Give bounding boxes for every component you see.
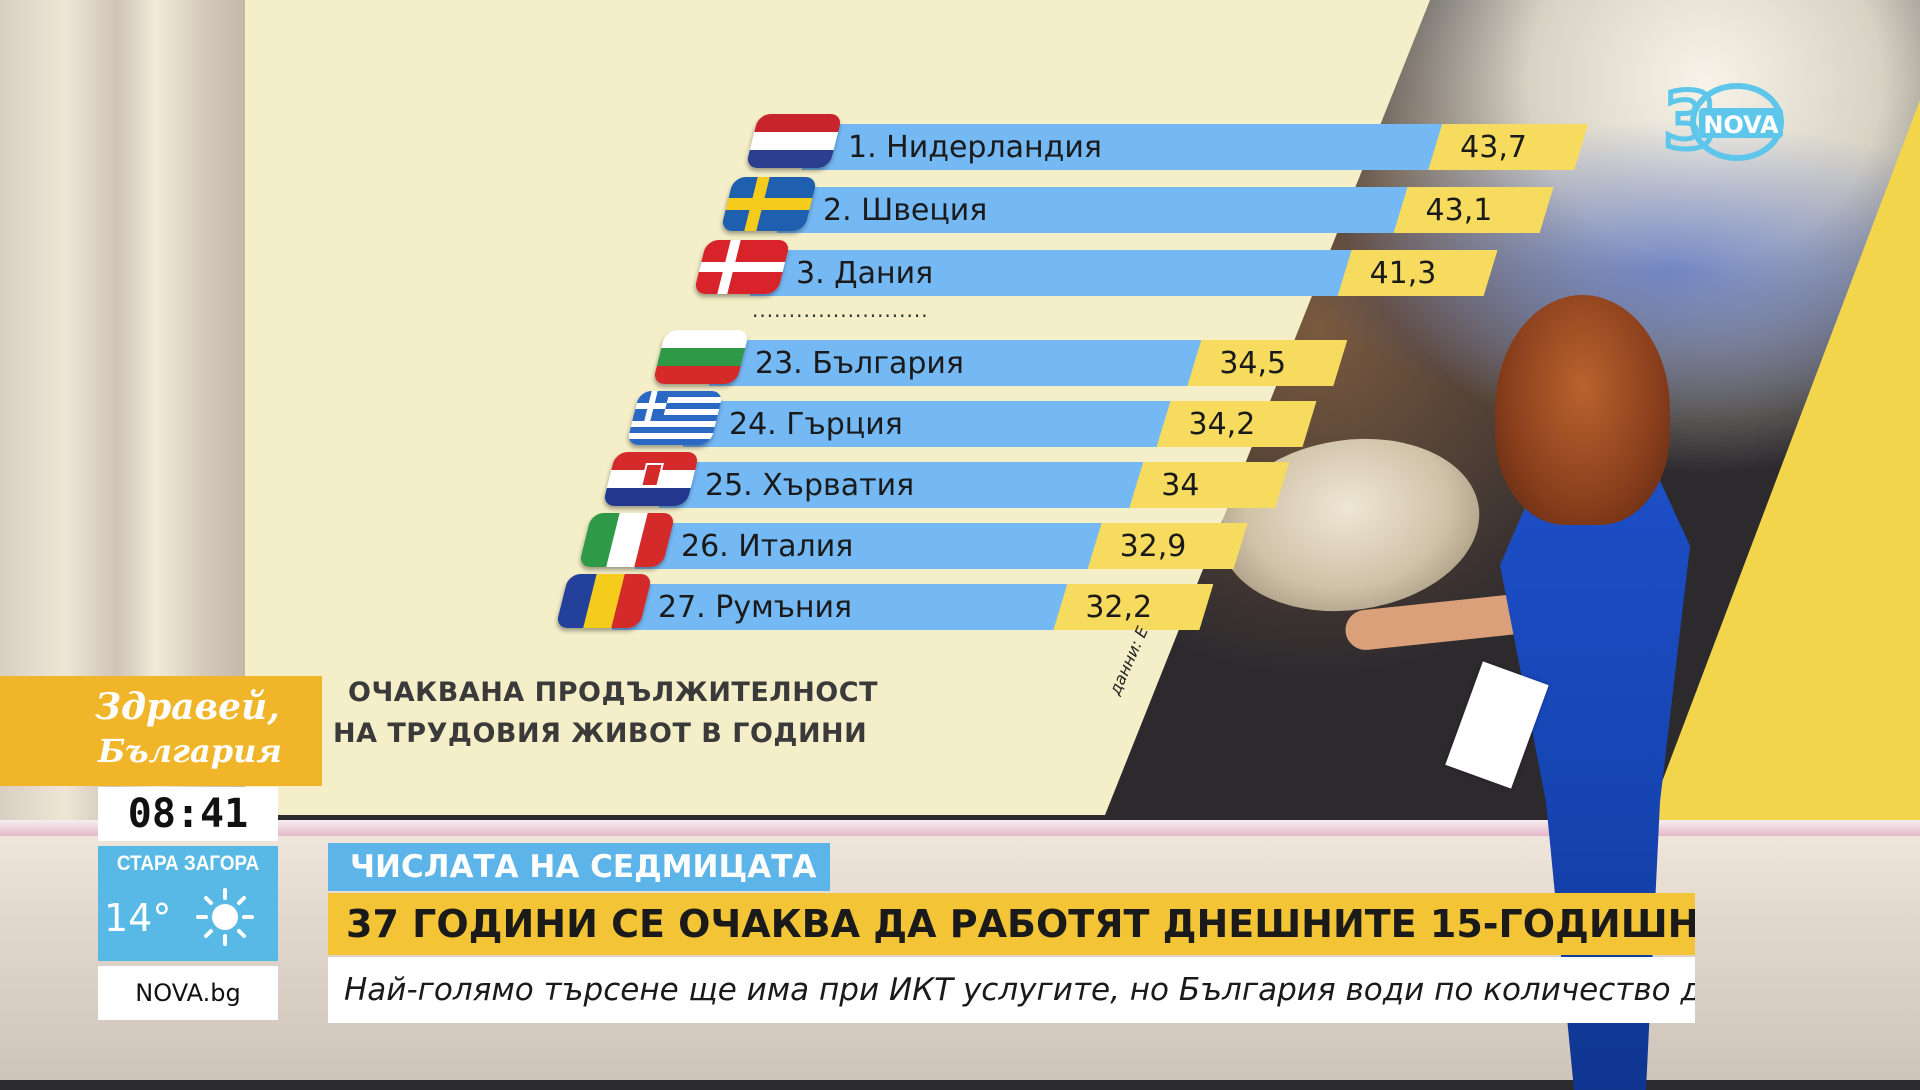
presenter-head bbox=[1495, 295, 1670, 525]
bulgaria-flag-icon bbox=[652, 330, 750, 384]
bar-row: 24. Гърция 34,2 bbox=[0, 391, 1920, 447]
bar bbox=[612, 584, 1067, 630]
value-box bbox=[1187, 340, 1347, 386]
bar-value: 34 bbox=[1161, 468, 1200, 503]
bar bbox=[750, 250, 1352, 296]
bar-chart: 1. Нидерландия 43,7 2. Швеция 43,1 3. Дания 4… bbox=[0, 114, 1920, 820]
value-box bbox=[1157, 401, 1317, 447]
bar-row: 25. Хърватия 34 bbox=[0, 452, 1920, 508]
bar bbox=[777, 187, 1408, 233]
svg-text:NOVA: NOVA bbox=[1703, 111, 1779, 139]
subheadline: Най-голямо търсене ще има при ИКТ услуги… bbox=[328, 957, 1695, 1023]
bar-row: 27. Румъния 32,2 bbox=[0, 574, 1920, 630]
weather-temperature: 14° bbox=[104, 896, 172, 940]
value-box bbox=[1394, 187, 1554, 233]
bar-value: 34,5 bbox=[1219, 346, 1287, 381]
weather-widget: СТАРА ЗАГОРА 14° bbox=[98, 846, 278, 961]
bar-row: 1. Нидерландия 43,7 bbox=[0, 114, 1920, 170]
bar-label: 2. Швеция bbox=[823, 193, 988, 228]
chart-title: ОЧАКВАНА ПРОДЪЛЖИТЕЛНОСТ НА ТРУДОВИЯ ЖИВ… bbox=[333, 672, 913, 754]
chart-title-line-1: ОЧАКВАНА ПРОДЪЛЖИТЕЛНОСТ bbox=[348, 677, 878, 708]
bar-row: 23. България 34,5 bbox=[0, 330, 1920, 386]
bar-label: 24. Гърция bbox=[729, 407, 903, 442]
bar-label: 1. Нидерландия bbox=[848, 130, 1102, 165]
show-logo: Здравей, България bbox=[0, 676, 322, 786]
bar bbox=[659, 462, 1143, 508]
show-name-line-2: България bbox=[98, 732, 282, 770]
romania-flag-icon bbox=[555, 574, 653, 628]
bar-label: 23. България bbox=[755, 346, 964, 381]
segment-tag: ЧИСЛАТА НА СЕДМИЦАТА bbox=[328, 843, 830, 891]
bar-row: 26. Италия 32,9 bbox=[0, 513, 1920, 569]
denmark-flag-icon bbox=[693, 240, 791, 294]
chart-separator: ........................ bbox=[752, 298, 929, 322]
bar-label: 3. Дания bbox=[796, 256, 934, 291]
bar-value: 43,7 bbox=[1460, 130, 1527, 165]
value-box bbox=[1338, 250, 1498, 296]
bar bbox=[635, 523, 1102, 569]
value-box bbox=[1088, 523, 1248, 569]
croatia-flag-icon bbox=[602, 452, 700, 506]
bar-row: 2. Швеция 43,1 bbox=[0, 177, 1920, 233]
bar-value: 32,2 bbox=[1085, 590, 1153, 625]
value-box bbox=[1053, 584, 1213, 630]
bar-value: 34,2 bbox=[1188, 407, 1256, 442]
show-name-line-1: Здравей, bbox=[95, 686, 280, 728]
chart-title-line-2: НА ТРУДОВИЯ ЖИВОТ В ГОДИНИ bbox=[333, 718, 868, 749]
bar-value: 43,1 bbox=[1425, 193, 1493, 228]
bar-value: 32,9 bbox=[1119, 529, 1187, 564]
nova-30-logo: 3 NOVA bbox=[1661, 78, 1784, 163]
bar bbox=[683, 401, 1171, 447]
sun-icon bbox=[196, 888, 254, 946]
greece-flag-icon bbox=[626, 391, 724, 445]
netherlands-flag-icon bbox=[745, 114, 843, 168]
bar bbox=[709, 340, 1201, 386]
bar bbox=[802, 124, 1442, 170]
bar-row: 3. Дания 41,3 bbox=[0, 240, 1920, 296]
value-box bbox=[1428, 124, 1588, 170]
studio-light-strip bbox=[0, 820, 1920, 836]
clock: 08:41 bbox=[98, 787, 278, 841]
italy-flag-icon bbox=[578, 513, 676, 567]
bar-label: 25. Хърватия bbox=[705, 468, 915, 503]
sweden-flag-icon bbox=[720, 177, 818, 231]
value-box bbox=[1129, 462, 1289, 508]
website-label: NOVA.bg bbox=[98, 966, 278, 1020]
bar-value: 41,3 bbox=[1369, 256, 1437, 291]
bar-label: 27. Румъния bbox=[658, 590, 853, 625]
bar-label: 26. Италия bbox=[681, 529, 854, 564]
headline: 37 ГОДИНИ СЕ ОЧАКВА ДА РАБОТЯТ ДНЕШНИТЕ … bbox=[328, 893, 1695, 955]
weather-city: СТАРА ЗАГОРА bbox=[116, 852, 260, 875]
